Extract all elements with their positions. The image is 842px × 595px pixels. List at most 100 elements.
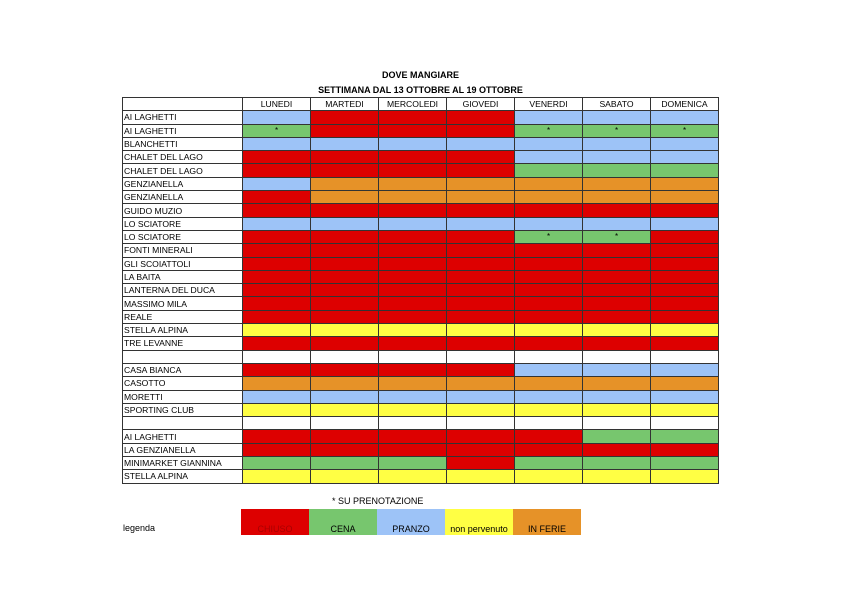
day-header: LUNEDI [242,96,311,112]
restaurant-name: REALE [122,309,243,325]
status-cell [650,349,719,364]
status-cell [310,336,379,351]
status-cell [650,243,719,258]
restaurant-name: AI LAGHETTI [122,110,243,125]
restaurant-name [122,349,243,364]
day-header: SABATO [582,96,651,112]
table-row: AI LAGHETTI * * * * [122,123,719,138]
status-cell [378,416,447,431]
status-cell [446,283,515,298]
status-cell [378,269,447,285]
table-row [122,416,719,431]
status-cell [514,442,583,458]
status-cell [650,309,719,325]
status-cell [242,256,311,271]
status-cell [378,110,447,125]
status-cell [378,229,447,245]
header-corner [122,96,243,112]
legend-item: IN FERIE [513,509,581,535]
status-cell [446,469,515,484]
restaurant-name: LA GENZIANELLA [122,442,243,458]
status-cell [514,309,583,325]
status-cell [446,336,515,351]
status-cell [378,442,447,458]
status-cell [650,163,719,178]
status-cell [446,110,515,125]
table-row: GENZIANELLA [122,176,719,192]
status-cell [242,323,311,338]
table-row: CHALET DEL LAGO [122,163,719,178]
status-cell [242,110,311,125]
status-cell [582,176,651,192]
status-cell [378,163,447,178]
status-cell [446,442,515,458]
status-cell [378,349,447,364]
status-cell [446,136,515,152]
status-cell [582,150,651,165]
status-cell [582,349,651,364]
status-cell [650,336,719,351]
status-cell [378,336,447,351]
status-cell [310,123,379,138]
status-cell [446,203,515,218]
restaurant-name [122,416,243,431]
table-row: LA BAITA [122,269,719,285]
status-cell [242,150,311,165]
status-cell [582,309,651,325]
status-cell [650,256,719,271]
status-cell [582,389,651,404]
status-cell [242,163,311,178]
status-cell [310,269,379,285]
status-cell [310,442,379,458]
status-cell [650,136,719,152]
status-cell [242,190,311,205]
restaurant-name: SPORTING CLUB [122,402,243,418]
status-cell [582,190,651,205]
status-cell [242,216,311,231]
status-cell [378,123,447,138]
status-cell [242,442,311,458]
status-cell [242,429,311,444]
status-cell [582,136,651,152]
status-cell [582,429,651,444]
status-cell [310,456,379,471]
status-cell [514,256,583,271]
status-cell [446,376,515,391]
legend: CHIUSO CENA PRANZO non pervenuto IN FERIE [241,509,581,535]
status-cell [582,243,651,258]
restaurant-name: AI LAGHETTI [122,123,243,138]
restaurant-name: TRE LEVANNE [122,336,243,351]
day-header: VENERDI [514,96,583,112]
status-cell [514,336,583,351]
status-cell [310,110,379,125]
status-cell [446,362,515,378]
status-cell [582,323,651,338]
header-row: LUNEDI MARTEDI MERCOLEDI GIOVEDI VENERDI SABA… [122,96,719,112]
status-cell [446,296,515,311]
status-cell [310,309,379,325]
restaurant-name: CHALET DEL LAGO [122,163,243,178]
table-row: BLANCHETTI [122,136,719,152]
table-row: GENZIANELLA [122,190,719,205]
status-cell [378,216,447,231]
table-row: REALE [122,309,719,325]
table-row [122,349,719,364]
page-subtitle: SETTIMANA DAL 13 OTTOBRE AL 19 OTTOBRE [318,85,523,95]
table-row: LA GENZIANELLA [122,442,719,458]
status-cell [514,469,583,484]
status-cell [514,389,583,404]
table-row: LO SCIATORE * * [122,229,719,245]
restaurant-name: BLANCHETTI [122,136,243,152]
status-cell [650,469,719,484]
status-cell [310,376,379,391]
status-cell [446,256,515,271]
status-cell [582,203,651,218]
legend-label: legenda [123,523,156,533]
status-cell [650,150,719,165]
status-cell [582,296,651,311]
status-cell [582,442,651,458]
status-cell [378,190,447,205]
status-cell [650,402,719,418]
status-cell [310,203,379,218]
restaurant-name: GLI SCOIATTOLI [122,256,243,271]
